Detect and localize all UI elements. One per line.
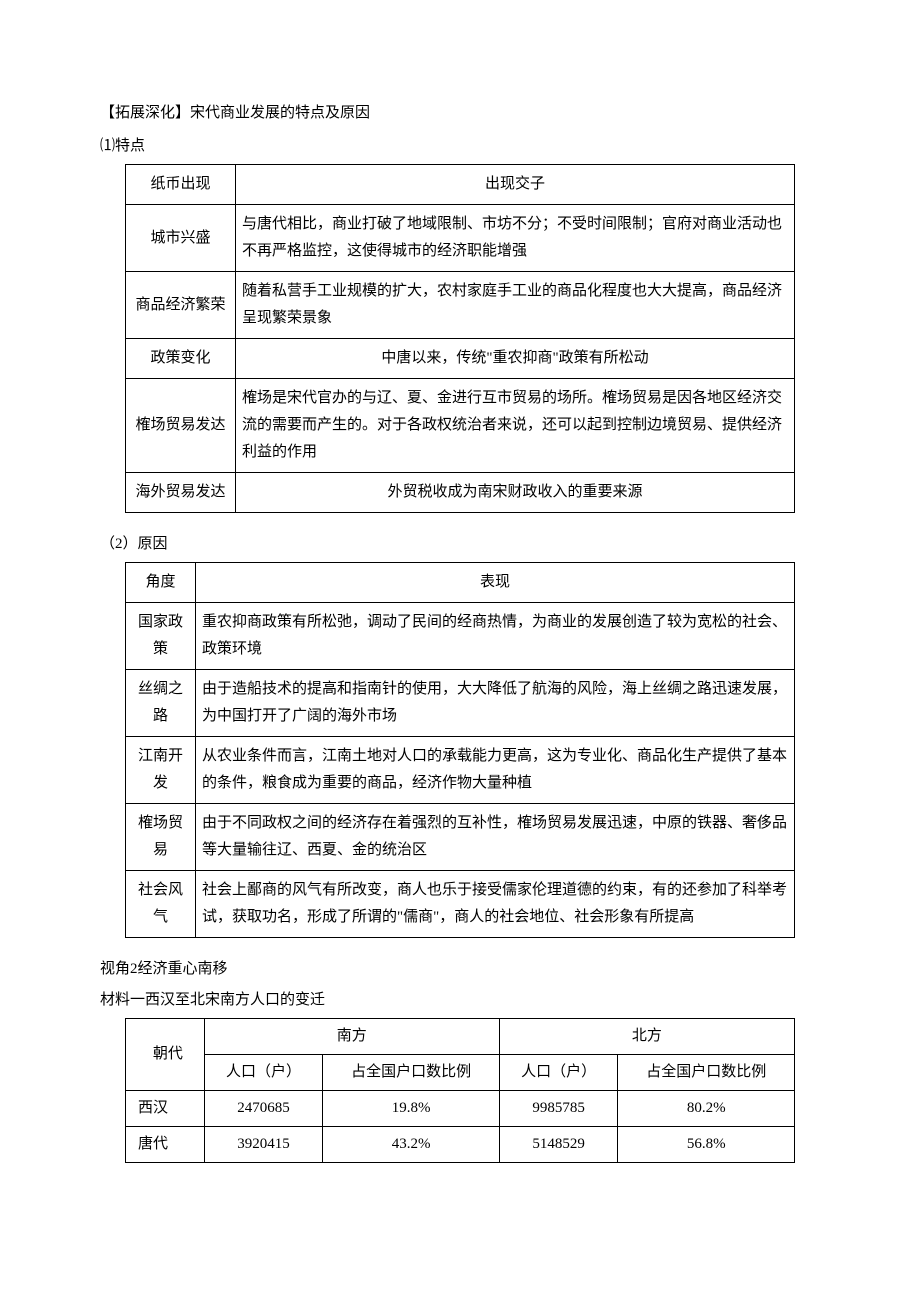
subsection-1: ⑴特点 — [100, 133, 820, 160]
table-row: 西汉247068519.8%998578580.2% — [126, 1091, 795, 1127]
reason-label: 江南开发 — [126, 737, 196, 804]
dynasty-cell: 西汉 — [126, 1091, 205, 1127]
feature-desc: 外贸税收成为南宋财政收入的重要来源 — [236, 473, 795, 513]
north-pct-cell: 80.2% — [618, 1091, 795, 1127]
dynasty-cell: 唐代 — [126, 1127, 205, 1163]
south-pct-cell: 43.2% — [323, 1127, 500, 1163]
feature-label: 商品经济繁荣 — [126, 272, 236, 339]
table-subheader-row: 人口（户）占全国户口数比例人口（户）占全国户口数比例 — [126, 1055, 795, 1091]
table-row: 纸币出现出现交子 — [126, 165, 795, 205]
header-south: 南方 — [204, 1019, 499, 1055]
reason-desc: 从农业条件而言，江南土地对人口的承载能力更高，这为专业化、商品化生产提供了基本的… — [196, 737, 795, 804]
reason-desc: 由于造船技术的提高和指南针的使用，大大降低了航海的风险，海上丝绸之路迅速发展，为… — [196, 670, 795, 737]
north-pct-cell: 56.8% — [618, 1127, 795, 1163]
table-row: 商品经济繁荣随着私营手工业规模的扩大，农村家庭手工业的商品化程度也大大提高，商品… — [126, 272, 795, 339]
feature-label: 海外贸易发达 — [126, 473, 236, 513]
feature-label: 纸币出现 — [126, 165, 236, 205]
reason-label: 国家政策 — [126, 603, 196, 670]
features-table: 纸币出现出现交子城市兴盛与唐代相比，商业打破了地域限制、市坊不分；不受时间限制；… — [125, 164, 795, 513]
table-row: 政策变化中唐以来，传统"重农抑商"政策有所松动 — [126, 339, 795, 379]
section-title: 【拓展深化】宋代商业发展的特点及原因 — [100, 100, 820, 127]
table-header-row: 朝代南方北方 — [126, 1019, 795, 1055]
south-pct-cell: 19.8% — [323, 1091, 500, 1127]
table-row: 海外贸易发达外贸税收成为南宋财政收入的重要来源 — [126, 473, 795, 513]
header-north-pop: 人口（户） — [499, 1055, 618, 1091]
feature-desc: 榷场是宋代官办的与辽、夏、金进行互市贸易的场所。榷场贸易是因各地区经济交流的需要… — [236, 379, 795, 473]
feature-desc: 随着私营手工业规模的扩大，农村家庭手工业的商品化程度也大大提高，商品经济呈现繁荣… — [236, 272, 795, 339]
feature-label: 榷场贸易发达 — [126, 379, 236, 473]
header-south-pop: 人口（户） — [204, 1055, 323, 1091]
perspective-title: 视角2经济重心南移 — [100, 956, 820, 983]
feature-label: 政策变化 — [126, 339, 236, 379]
south-pop-cell: 2470685 — [204, 1091, 323, 1127]
reason-desc: 社会上鄙商的风气有所改变，商人也乐于接受儒家伦理道德的约束，有的还参加了科举考试… — [196, 871, 795, 938]
north-pop-cell: 5148529 — [499, 1127, 618, 1163]
material-title: 材料一西汉至北宋南方人口的变迁 — [100, 987, 820, 1014]
header-north: 北方 — [499, 1019, 794, 1055]
south-pop-cell: 3920415 — [204, 1127, 323, 1163]
table-row: 社会风气社会上鄙商的风气有所改变，商人也乐于接受儒家伦理道德的约束，有的还参加了… — [126, 871, 795, 938]
header-angle: 角度 — [126, 563, 196, 603]
reason-label: 榷场贸易 — [126, 804, 196, 871]
table-header-row: 角度表现 — [126, 563, 795, 603]
table-row: 丝绸之路由于造船技术的提高和指南针的使用，大大降低了航海的风险，海上丝绸之路迅速… — [126, 670, 795, 737]
header-expression: 表现 — [196, 563, 795, 603]
reason-label: 丝绸之路 — [126, 670, 196, 737]
reason-desc: 由于不同政权之间的经济存在着强烈的互补性，榷场贸易发展迅速，中原的铁器、奢侈品等… — [196, 804, 795, 871]
table-row: 榷场贸易发达榷场是宋代官办的与辽、夏、金进行互市贸易的场所。榷场贸易是因各地区经… — [126, 379, 795, 473]
reasons-table: 角度表现国家政策重农抑商政策有所松弛，调动了民间的经商热情，为商业的发展创造了较… — [125, 562, 795, 938]
feature-label: 城市兴盛 — [126, 205, 236, 272]
table-row: 榷场贸易由于不同政权之间的经济存在着强烈的互补性，榷场贸易发展迅速，中原的铁器、… — [126, 804, 795, 871]
population-table: 朝代南方北方人口（户）占全国户口数比例人口（户）占全国户口数比例西汉247068… — [125, 1018, 795, 1163]
table-row: 国家政策重农抑商政策有所松弛，调动了民间的经商热情，为商业的发展创造了较为宽松的… — [126, 603, 795, 670]
table-row: 城市兴盛与唐代相比，商业打破了地域限制、市坊不分；不受时间限制；官府对商业活动也… — [126, 205, 795, 272]
feature-desc: 与唐代相比，商业打破了地域限制、市坊不分；不受时间限制；官府对商业活动也不再严格… — [236, 205, 795, 272]
feature-desc: 中唐以来，传统"重农抑商"政策有所松动 — [236, 339, 795, 379]
feature-desc: 出现交子 — [236, 165, 795, 205]
north-pop-cell: 9985785 — [499, 1091, 618, 1127]
header-north-pct: 占全国户口数比例 — [618, 1055, 795, 1091]
table-row: 唐代392041543.2%514852956.8% — [126, 1127, 795, 1163]
table-row: 江南开发从农业条件而言，江南土地对人口的承载能力更高，这为专业化、商品化生产提供… — [126, 737, 795, 804]
reason-desc: 重农抑商政策有所松弛，调动了民间的经商热情，为商业的发展创造了较为宽松的社会、政… — [196, 603, 795, 670]
header-dynasty: 朝代 — [126, 1019, 205, 1091]
reason-label: 社会风气 — [126, 871, 196, 938]
subsection-2: （2）原因 — [100, 531, 820, 558]
header-south-pct: 占全国户口数比例 — [323, 1055, 500, 1091]
